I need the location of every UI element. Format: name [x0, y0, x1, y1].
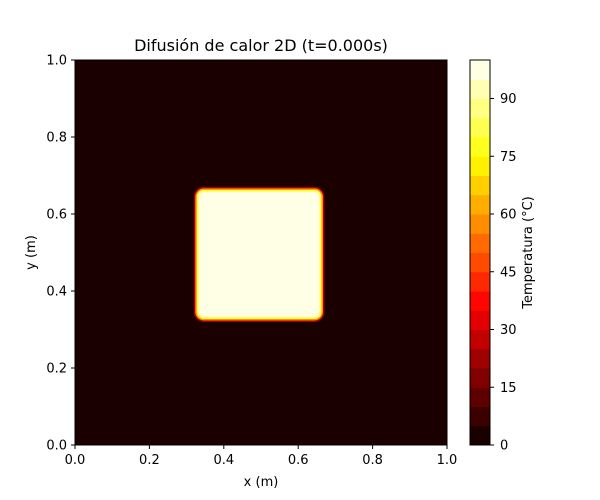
colorbar-tick-label: 90	[500, 92, 517, 107]
y-tick-label: 0.2	[46, 362, 67, 377]
colorbar-level	[470, 252, 490, 273]
y-tick-label: 1.0	[46, 54, 67, 69]
colorbar-tick-label: 60	[500, 208, 517, 223]
hot-region	[198, 191, 320, 317]
colorbar-level	[470, 425, 490, 446]
colorbar-level	[470, 233, 490, 253]
x-tick-label: 0.0	[65, 453, 86, 468]
colorbar-level	[470, 137, 490, 157]
colorbar-level	[470, 79, 490, 99]
x-tick-label: 0.8	[362, 453, 383, 468]
x-tick-label: 1.0	[437, 453, 458, 468]
colorbar-level	[470, 368, 490, 388]
plot-frame	[74, 59, 448, 446]
colorbar-tick-label: 30	[500, 323, 517, 338]
colorbar-label: Temperatura (°C)	[521, 196, 536, 309]
y-axis-label: y (m)	[24, 235, 39, 270]
x-axis: 0.0 0.2 0.4 0.6 0.8 1.0	[65, 445, 458, 468]
x-axis-label: x (m)	[244, 475, 279, 490]
colorbar-level	[470, 291, 490, 311]
x-tick-label: 0.4	[213, 453, 234, 468]
colorbar-level	[470, 406, 490, 427]
y-tick-label: 0.8	[46, 131, 67, 146]
colorbar-tick-label: 0	[500, 439, 508, 454]
colorbar-frame	[469, 59, 491, 446]
x-tick-label: 0.6	[288, 453, 309, 468]
colorbar-tick-label: 75	[500, 150, 517, 165]
colorbar-level	[470, 387, 490, 407]
colorbar-tick-label: 15	[500, 381, 517, 396]
colorbar-level	[470, 117, 490, 138]
colorbar-level	[470, 214, 490, 234]
y-tick-label: 0.0	[46, 439, 67, 454]
chart-title: Difusión de calor 2D (t=0.000s)	[134, 36, 388, 55]
colorbar-level	[470, 156, 490, 176]
y-axis: 0.0 0.2 0.4 0.6 0.8 1.0	[46, 54, 75, 454]
colorbar-level	[470, 329, 490, 350]
colorbar-level	[470, 194, 490, 215]
colorbar-level	[470, 60, 490, 80]
colorbar-level	[470, 271, 490, 292]
colorbar-level	[470, 348, 490, 369]
y-tick-label: 0.6	[46, 208, 67, 223]
plot-area	[75, 60, 447, 445]
colorbar-tick-label: 45	[500, 265, 517, 280]
colorbar-level	[470, 175, 490, 196]
colorbar-level	[470, 98, 490, 119]
colorbar-level	[470, 310, 490, 330]
y-tick-label: 0.4	[46, 285, 67, 300]
x-tick-label: 0.2	[139, 453, 160, 468]
colorbar-axis: 0 15 30 45 60 75 90	[490, 92, 517, 454]
colorbar	[470, 60, 490, 446]
